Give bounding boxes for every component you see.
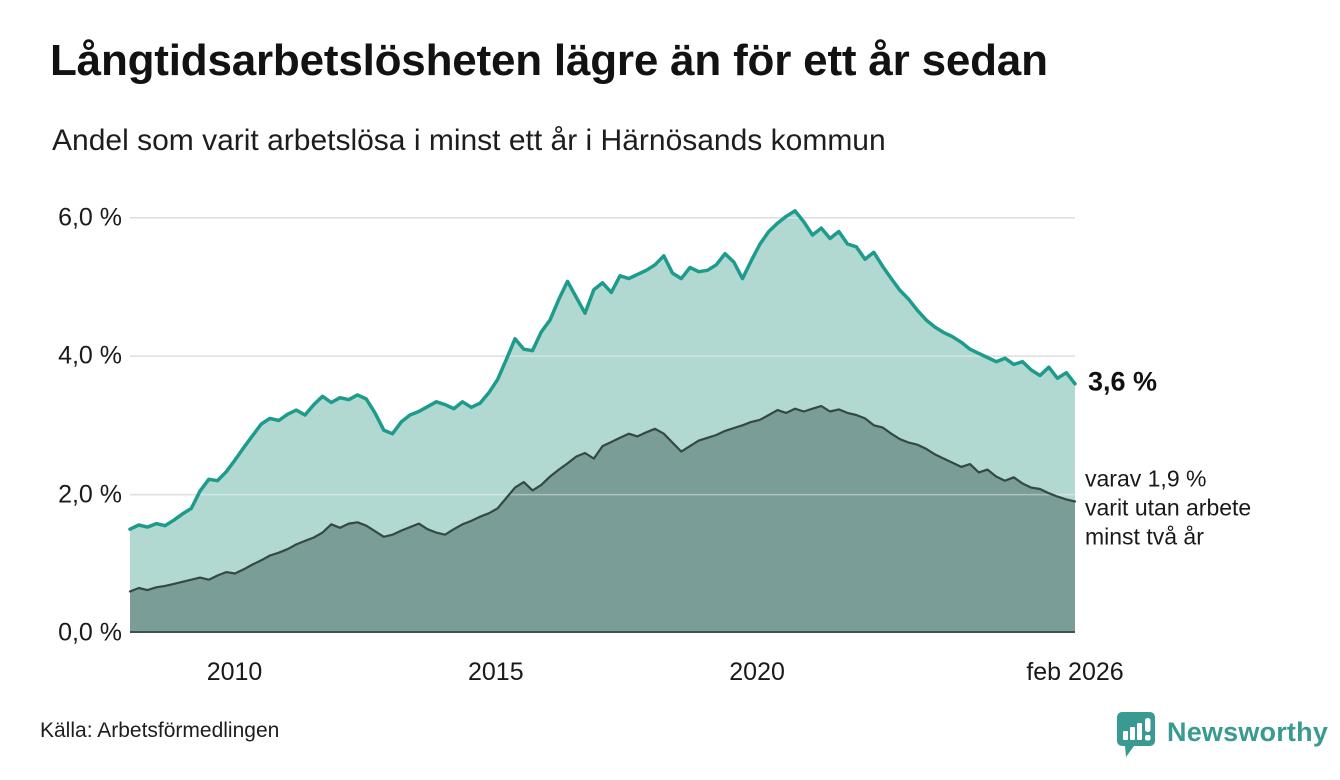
newsworthy-bubble-icon — [1117, 712, 1155, 757]
x-tick-label-2015: 2015 — [468, 658, 524, 686]
end-value-label: 3,6 % — [1088, 366, 1158, 397]
y-tick-label-4,0 %: 4,0 % — [58, 341, 122, 370]
area-twoyear-series — [130, 406, 1075, 633]
subseries-annotation-line3: minst två år — [1085, 523, 1204, 550]
y-tick-label-6,0 %: 6,0 % — [58, 203, 122, 232]
page-subtitle: Andel som varit arbetslösa i minst ett å… — [52, 124, 886, 157]
y-tick-label-0,0 %: 0,0 % — [58, 618, 122, 647]
line-twoyear-series — [128, 404, 1077, 593]
subseries-annotation: varav 1,9 % varit utan arbete minst två … — [1085, 465, 1251, 552]
source-note: Källa: Arbetsförmedlingen — [40, 719, 280, 742]
y-tick-label-2,0 %: 2,0 % — [58, 480, 122, 509]
area-chart — [128, 209, 1077, 634]
newsworthy-logo-text: Newsworthy — [1167, 716, 1329, 747]
newsworthy-logo[interactable]: Newsworthy — [1116, 710, 1328, 762]
line-total-series — [128, 209, 1077, 531]
x-tick-label-2010: 2010 — [206, 658, 263, 686]
subseries-annotation-line1: varav 1,9 % — [1085, 465, 1207, 492]
x-tick-label-feb 2026: feb 2026 — [1026, 658, 1124, 686]
x-tick-label-2020: 2020 — [729, 658, 785, 686]
subseries-annotation-line2: varit utan arbete — [1085, 494, 1252, 521]
page-title: Långtidsarbetslösheten lägre än för ett … — [50, 36, 1048, 85]
